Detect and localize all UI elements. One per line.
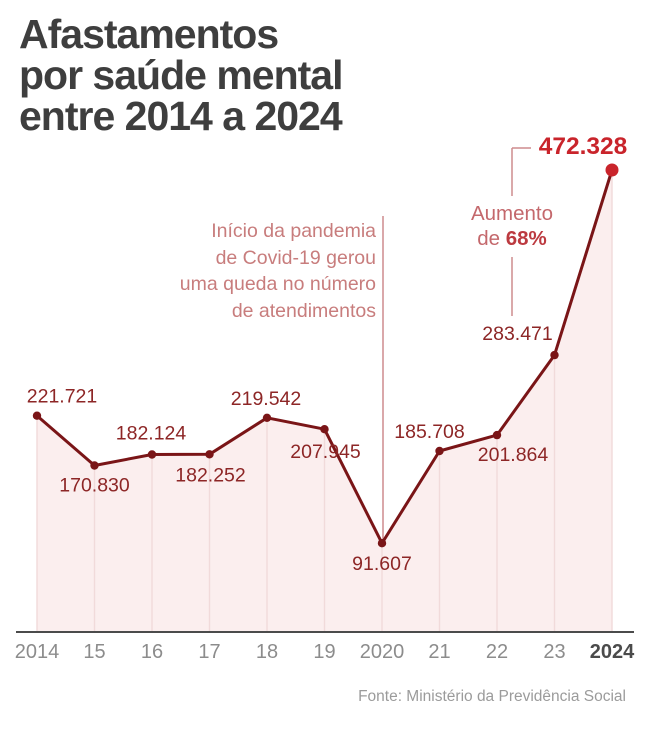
data-point [262,413,272,422]
source-caption: Fonte: Ministério da Previdência Social [358,688,626,705]
data-point [205,450,214,459]
increase-percentage: 68% [505,227,547,250]
data-point [377,539,387,548]
increase-annotation-line-1: Aumento [470,202,554,225]
data-point [32,411,42,420]
data-point [320,425,329,434]
data-point [435,446,444,456]
pandemic-annotation-line: de atendimentos [231,299,376,322]
area-fill [37,170,612,633]
data-point-label: 170.830 [59,475,130,497]
x-tick-label: 17 [198,641,220,663]
data-point-label: 207.945 [290,441,361,463]
data-point-label: 201.864 [478,444,549,466]
x-tick-label: 2020 [360,641,405,663]
data-point-label: 221.721 [27,386,98,408]
data-point [90,461,99,470]
x-tick-label: 21 [428,641,450,663]
data-point [550,350,559,360]
increase-annotation: Aumento de 68% [432,201,592,251]
data-point-label: 182.124 [116,423,187,445]
x-tick-label: 19 [313,641,335,663]
data-point [147,450,157,459]
title-line-3: entre 2014 a 2024 [19,93,343,139]
x-tick-label: 15 [83,641,105,663]
title-line-1: Afastamentos [19,11,279,57]
pandemic-annotation-line: Início da pandemia [211,220,376,242]
pandemic-annotation-line: de Covid-19 gerou [215,246,376,269]
data-point-label: 91.607 [352,553,412,575]
data-point-label: 283.471 [482,323,553,345]
data-point-label: 185.708 [394,421,465,443]
x-tick-label: 23 [543,641,565,663]
x-tick-label: 2024 [590,641,635,663]
data-point-label: 182.252 [175,464,246,486]
data-point-label: 219.542 [231,388,302,410]
data-point [492,430,502,440]
increase-annotation-line-2: de 68% [477,227,547,250]
x-tick-label: 2014 [15,641,60,663]
data-point-label-peak: 472.328 [539,133,628,160]
pandemic-annotation: Início da pandemia de Covid-19 gerou uma… [180,218,376,324]
title-line-2: por saúde mental [19,52,343,98]
x-tick-label: 18 [256,641,278,663]
x-tick-label: 22 [486,641,508,663]
pandemic-annotation-line: uma queda no número [179,273,376,295]
x-tick-label: 16 [141,641,163,663]
chart-title: Afastamentos por saúde mental entre 2014… [19,11,343,139]
data-point-peak [605,163,619,177]
